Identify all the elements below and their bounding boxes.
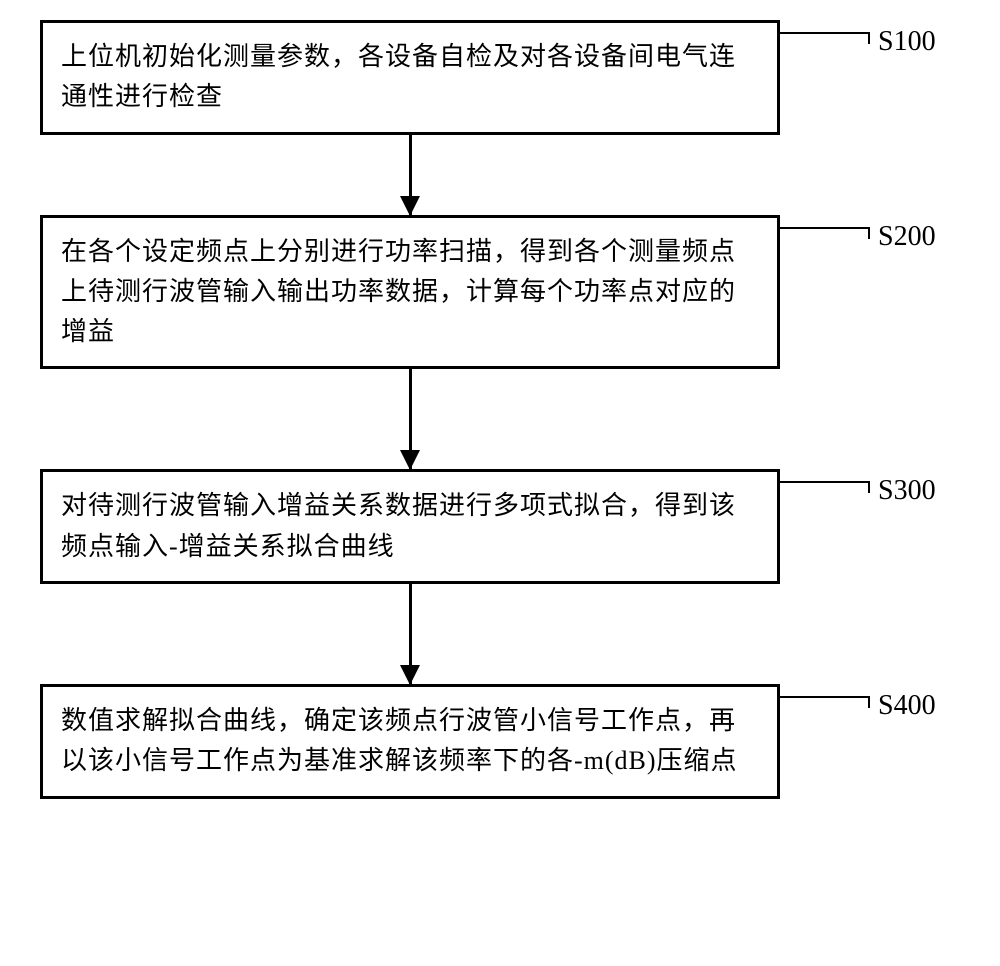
flow-node-s100: 上位机初始化测量参数，各设备自检及对各设备间电气连通性进行检查 bbox=[40, 20, 780, 135]
flow-row-s400: 数值求解拟合曲线，确定该频点行波管小信号工作点，再以该小信号工作点为基准求解该频… bbox=[40, 684, 960, 799]
flow-row-s100: 上位机初始化测量参数，各设备自检及对各设备间电气连通性进行检查 S100 bbox=[40, 20, 960, 135]
flowchart-container: 上位机初始化测量参数，各设备自检及对各设备间电气连通性进行检查 S100 在各个… bbox=[40, 20, 960, 799]
connector-line-s200 bbox=[780, 227, 870, 239]
flow-label-s300: S300 bbox=[878, 475, 936, 507]
flow-node-s300: 对待测行波管输入增益关系数据进行多项式拟合，得到该频点输入-增益关系拟合曲线 bbox=[40, 469, 780, 584]
flow-node-text: 在各个设定频点上分别进行功率扫描，得到各个测量频点上待测行波管输入输出功率数据，… bbox=[61, 237, 736, 347]
flow-node-text: 上位机初始化测量参数，各设备自检及对各设备间电气连通性进行检查 bbox=[61, 42, 736, 111]
flow-node-s400: 数值求解拟合曲线，确定该频点行波管小信号工作点，再以该小信号工作点为基准求解该频… bbox=[40, 684, 780, 799]
flow-label-s100: S100 bbox=[878, 26, 936, 58]
flow-node-s200: 在各个设定频点上分别进行功率扫描，得到各个测量频点上待测行波管输入输出功率数据，… bbox=[40, 215, 780, 370]
flow-node-text: 对待测行波管输入增益关系数据进行多项式拟合，得到该频点输入-增益关系拟合曲线 bbox=[61, 491, 736, 560]
flow-arrow-1 bbox=[40, 135, 780, 215]
flow-row-s300: 对待测行波管输入增益关系数据进行多项式拟合，得到该频点输入-增益关系拟合曲线 S… bbox=[40, 469, 960, 584]
connector-line-s400 bbox=[780, 696, 870, 708]
flow-row-s200: 在各个设定频点上分别进行功率扫描，得到各个测量频点上待测行波管输入输出功率数据，… bbox=[40, 215, 960, 370]
arrow-head-icon bbox=[400, 196, 420, 216]
flow-label-s200: S200 bbox=[878, 221, 936, 253]
connector-line-s300 bbox=[780, 481, 870, 493]
connector-line-s100 bbox=[780, 32, 870, 44]
arrow-head-icon bbox=[400, 450, 420, 470]
arrow-head-icon bbox=[400, 665, 420, 685]
flow-label-s400: S400 bbox=[878, 690, 936, 722]
flow-arrow-2 bbox=[40, 369, 780, 469]
flow-node-text: 数值求解拟合曲线，确定该频点行波管小信号工作点，再以该小信号工作点为基准求解该频… bbox=[61, 706, 738, 775]
flow-arrow-3 bbox=[40, 584, 780, 684]
